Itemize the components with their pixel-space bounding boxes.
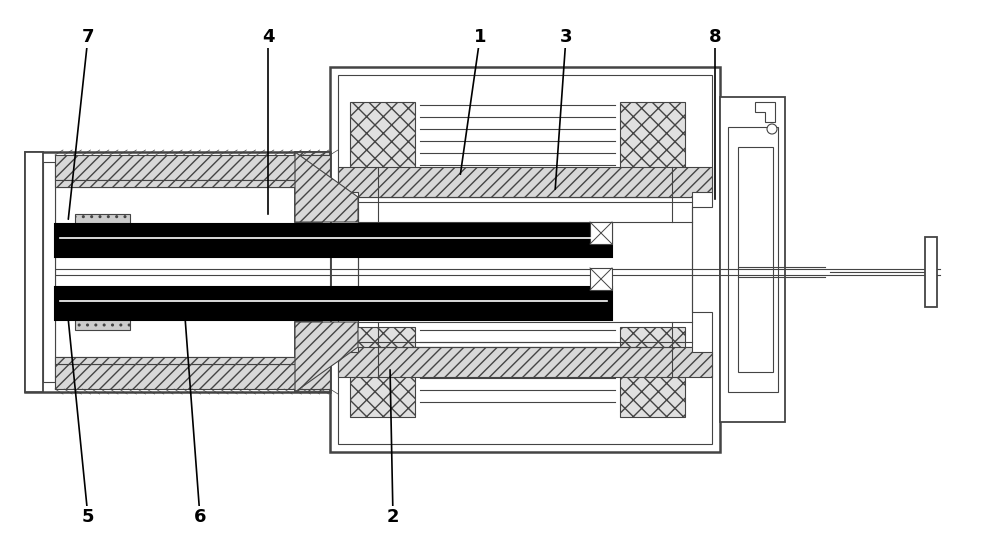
Bar [358, 197, 692, 347]
Bar [55, 155, 330, 180]
Text: 3: 3 [560, 28, 572, 46]
Text: 1: 1 [474, 28, 486, 46]
Bar [75, 302, 130, 330]
Bar [55, 180, 330, 187]
Bar [925, 237, 937, 307]
Polygon shape [338, 347, 712, 377]
Bar [350, 327, 415, 417]
Bar [55, 357, 330, 364]
Polygon shape [295, 152, 330, 222]
Bar [55, 224, 612, 257]
Bar [590, 222, 612, 244]
Bar [350, 102, 415, 192]
Bar [43, 162, 55, 382]
Bar [55, 287, 612, 320]
Bar [738, 147, 773, 372]
Text: 2: 2 [387, 508, 399, 526]
Polygon shape [295, 322, 330, 392]
Bar [338, 312, 712, 444]
Bar [590, 268, 612, 290]
Text: 4: 4 [262, 28, 274, 46]
Bar [75, 214, 130, 242]
Polygon shape [295, 152, 358, 222]
Bar [55, 364, 330, 389]
Polygon shape [338, 167, 712, 197]
Bar [728, 127, 778, 392]
Text: 8: 8 [709, 28, 721, 46]
Text: 7: 7 [82, 28, 94, 46]
Text: 6: 6 [194, 508, 206, 526]
Polygon shape [755, 102, 775, 122]
Bar [720, 97, 785, 422]
Bar [620, 327, 685, 417]
Bar [338, 75, 712, 207]
Text: 5: 5 [82, 508, 94, 526]
Polygon shape [295, 322, 358, 392]
Bar [25, 152, 330, 392]
Circle shape [767, 124, 777, 134]
Bar [620, 102, 685, 192]
Bar [25, 152, 43, 392]
Bar [330, 67, 720, 452]
Bar [55, 187, 330, 357]
